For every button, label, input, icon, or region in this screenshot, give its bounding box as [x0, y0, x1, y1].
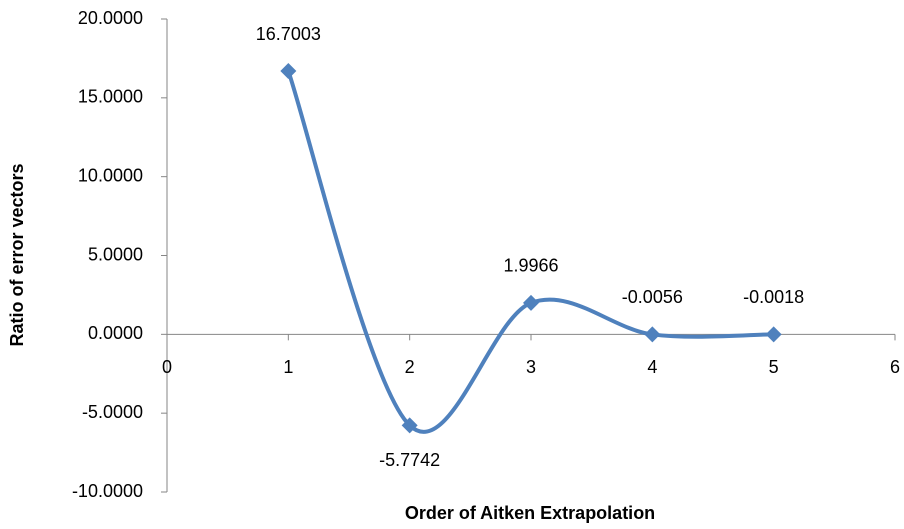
marker — [401, 417, 418, 434]
y-tick-label: 10.0000 — [78, 165, 143, 185]
y-tick-label: 20.0000 — [78, 8, 143, 28]
x-axis-title: Order of Aitken Extrapolation — [405, 503, 655, 523]
data-label: 1.9966 — [503, 256, 558, 276]
data-label: -0.0056 — [622, 287, 683, 307]
series-line — [286, 70, 774, 434]
x-tick-label: 1 — [283, 357, 293, 377]
marker — [765, 326, 782, 343]
marker — [523, 294, 539, 311]
x-tick-label: 4 — [647, 357, 657, 377]
y-tick-label: 0.0000 — [88, 323, 143, 343]
data-label: 16.7003 — [256, 24, 321, 44]
y-tick-label: -5.0000 — [82, 402, 143, 422]
y-axis-title: Ratio of error vectors — [7, 163, 27, 346]
marker — [644, 326, 661, 343]
x-tick-label: 5 — [769, 357, 779, 377]
marker — [280, 63, 297, 80]
y-tick-label: 5.0000 — [88, 244, 143, 264]
x-tick-label: 2 — [405, 357, 415, 377]
x-tick-label: 0 — [162, 357, 172, 377]
y-tick-label: -10.0000 — [72, 481, 143, 501]
data-label: -0.0018 — [743, 287, 804, 307]
x-tick-label: 3 — [526, 357, 536, 377]
x-tick-label: 6 — [890, 357, 900, 377]
y-tick-label: 15.0000 — [78, 87, 143, 107]
data-label: -5.7742 — [379, 450, 440, 470]
